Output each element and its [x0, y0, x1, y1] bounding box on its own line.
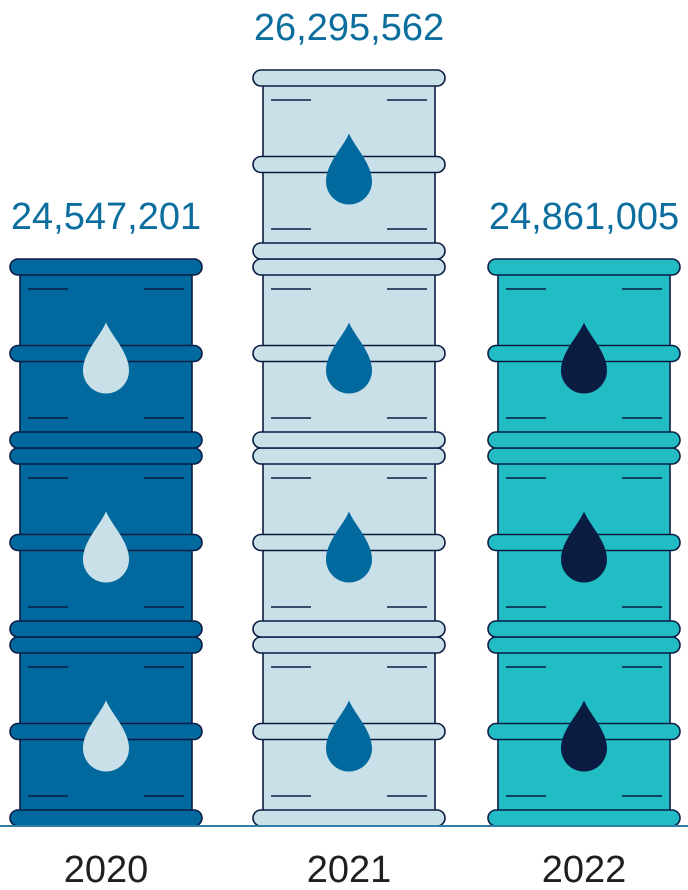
barrel	[252, 69, 446, 260]
droplet-icon	[326, 700, 372, 772]
bar-2022	[487, 258, 681, 827]
barrel-top-rim	[9, 636, 203, 654]
barrel	[9, 636, 203, 827]
barrel	[9, 258, 203, 449]
barrel	[487, 258, 681, 449]
barrel-bottom-rim	[9, 809, 203, 827]
droplet-icon	[326, 322, 372, 394]
barrel-bottom-rim	[9, 431, 203, 449]
barrel	[9, 447, 203, 638]
droplet-icon	[561, 700, 607, 772]
bars-layer	[9, 69, 681, 827]
droplet-icon	[561, 322, 607, 394]
barrel	[252, 447, 446, 638]
value-label-2021: 26,295,562	[254, 7, 444, 49]
value-label-2022: 24,861,005	[489, 196, 679, 238]
barrel-bottom-rim	[487, 431, 681, 449]
barrel-top-rim	[9, 258, 203, 276]
barrel-bottom-rim	[252, 809, 446, 827]
barrel-top-rim	[487, 447, 681, 465]
barrel-top-rim	[252, 636, 446, 654]
barrel-top-rim	[252, 258, 446, 276]
value-label-2020: 24,547,201	[11, 196, 201, 238]
barrel-bottom-rim	[252, 431, 446, 449]
barrel	[252, 258, 446, 449]
barrel-top-rim	[9, 447, 203, 465]
droplet-icon	[326, 511, 372, 583]
droplet-icon	[83, 511, 129, 583]
labels-layer: 24,547,201 26,295,562 24,861,005 2020 20…	[11, 7, 679, 890]
bar-2021	[252, 69, 446, 827]
barrel-bottom-rim	[252, 242, 446, 260]
x-tick-label-2021: 2021	[307, 849, 392, 890]
x-tick-label-2020: 2020	[64, 849, 149, 890]
barrel-bottom-rim	[9, 620, 203, 638]
barrel-bottom-rim	[487, 620, 681, 638]
droplet-icon	[83, 700, 129, 772]
barrel-top-rim	[252, 447, 446, 465]
barrel	[487, 447, 681, 638]
bar-2020	[9, 258, 203, 827]
barrel-top-rim	[487, 258, 681, 276]
x-tick-label-2022: 2022	[542, 849, 627, 890]
droplet-icon	[326, 133, 372, 205]
droplet-icon	[561, 511, 607, 583]
barrel-top-rim	[252, 69, 446, 87]
droplet-icon	[83, 322, 129, 394]
barrel-bottom-rim	[487, 809, 681, 827]
barrel-bottom-rim	[252, 620, 446, 638]
barrel	[487, 636, 681, 827]
barrel	[252, 636, 446, 827]
barrel-top-rim	[487, 636, 681, 654]
